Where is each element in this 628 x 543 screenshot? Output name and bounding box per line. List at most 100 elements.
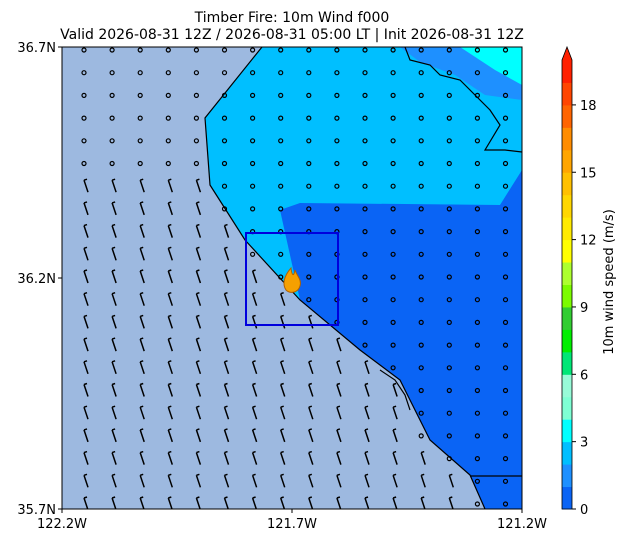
wind-barb <box>223 473 230 488</box>
wind-barb <box>139 360 145 375</box>
calm-marker <box>221 115 228 121</box>
calm-marker <box>334 92 340 99</box>
wind-barb <box>83 246 89 261</box>
colorbar-tick-label: 18 <box>580 99 597 114</box>
wind-barb <box>223 496 229 509</box>
calm-marker <box>502 319 509 325</box>
calm-marker <box>362 206 368 212</box>
colorbar-tick-label: 12 <box>580 234 597 249</box>
wind-barb <box>279 314 286 329</box>
wind-barb <box>420 473 426 488</box>
calm-marker <box>306 70 312 76</box>
land-high <box>280 170 522 509</box>
wind-barb <box>308 337 314 352</box>
calm-marker <box>474 297 480 303</box>
calm-marker <box>390 206 396 212</box>
wind-barb <box>111 314 117 329</box>
wind-barb <box>83 450 89 465</box>
wind-barb <box>111 428 117 443</box>
calm-marker <box>306 251 312 257</box>
calm-marker <box>502 115 509 121</box>
wind-barb <box>223 405 230 420</box>
wind-barb <box>195 405 202 420</box>
wind-barb <box>279 360 286 375</box>
wind-barb <box>308 405 314 420</box>
calm-marker <box>390 92 396 99</box>
calm-marker <box>278 115 284 121</box>
calm-marker <box>362 160 368 167</box>
wind-barb <box>279 450 286 465</box>
wind-barb <box>139 246 145 261</box>
calm-marker <box>137 138 143 144</box>
colorbar-band <box>562 82 572 106</box>
colorbar-label: 10m wind speed (m/s) <box>602 209 617 355</box>
calm-marker <box>250 47 256 53</box>
calm-marker <box>334 70 340 76</box>
border <box>379 369 411 411</box>
wind-barb <box>167 450 174 465</box>
calm-marker <box>418 138 424 144</box>
wind-barb <box>83 360 89 375</box>
x-tick-label: 121.7W <box>267 517 317 532</box>
colorbar-band <box>562 60 572 83</box>
calm-marker <box>278 92 284 99</box>
calm-marker <box>306 138 312 144</box>
calm-marker <box>446 47 452 53</box>
wind-barb <box>364 405 370 420</box>
calm-marker <box>81 138 87 144</box>
wind-barb <box>83 201 89 216</box>
wind-barb <box>392 382 398 397</box>
wind-barb <box>336 496 342 509</box>
calm-marker <box>474 138 480 144</box>
wind-barb <box>111 337 117 352</box>
map <box>62 47 522 509</box>
colorbar-outline <box>561 45 573 510</box>
wind-barb <box>195 473 202 488</box>
calm-marker <box>109 138 115 144</box>
calm-marker <box>306 92 312 99</box>
calm-marker <box>278 274 284 280</box>
calm-marker <box>418 229 424 235</box>
calm-marker <box>362 92 368 99</box>
wind-barb <box>223 382 230 397</box>
calm-marker <box>446 410 452 416</box>
calm-marker <box>109 70 115 76</box>
colorbar-band <box>562 329 572 353</box>
wind-barb <box>167 473 174 488</box>
wind-barb <box>251 450 258 465</box>
colorbar-tick-label: 15 <box>580 166 597 181</box>
wind-barb <box>251 291 258 306</box>
calm-marker <box>502 297 509 303</box>
calm-marker <box>193 115 199 121</box>
wind-barb <box>364 450 370 465</box>
wind-barb <box>139 382 145 397</box>
wind-barb <box>83 496 89 509</box>
wind-barb <box>279 337 286 352</box>
calm-marker <box>502 206 509 212</box>
calm-marker <box>109 160 115 167</box>
calm-marker <box>418 47 424 53</box>
wind-barb <box>364 360 370 375</box>
wind-barb <box>223 450 230 465</box>
x-tick-label: 122.2W <box>37 517 87 532</box>
calm-marker <box>81 160 87 167</box>
wind-barb <box>167 201 174 216</box>
wind-barb <box>111 291 117 306</box>
calm-marker <box>390 229 396 235</box>
wind-barb <box>139 473 145 488</box>
wind-barb <box>139 291 145 306</box>
calm-marker <box>418 206 424 212</box>
calm-marker <box>446 206 452 212</box>
wind-barb <box>223 428 230 443</box>
wind-barb <box>83 405 89 420</box>
calm-marker <box>446 365 452 371</box>
calm-marker <box>502 387 509 394</box>
wind-barb <box>308 382 314 397</box>
calm-marker <box>362 229 368 235</box>
wind-barb <box>111 473 117 488</box>
calm-marker <box>334 160 340 167</box>
calm-marker <box>81 115 87 121</box>
calm-marker <box>474 206 480 212</box>
calm-marker <box>474 70 480 76</box>
calm-marker <box>390 365 396 371</box>
